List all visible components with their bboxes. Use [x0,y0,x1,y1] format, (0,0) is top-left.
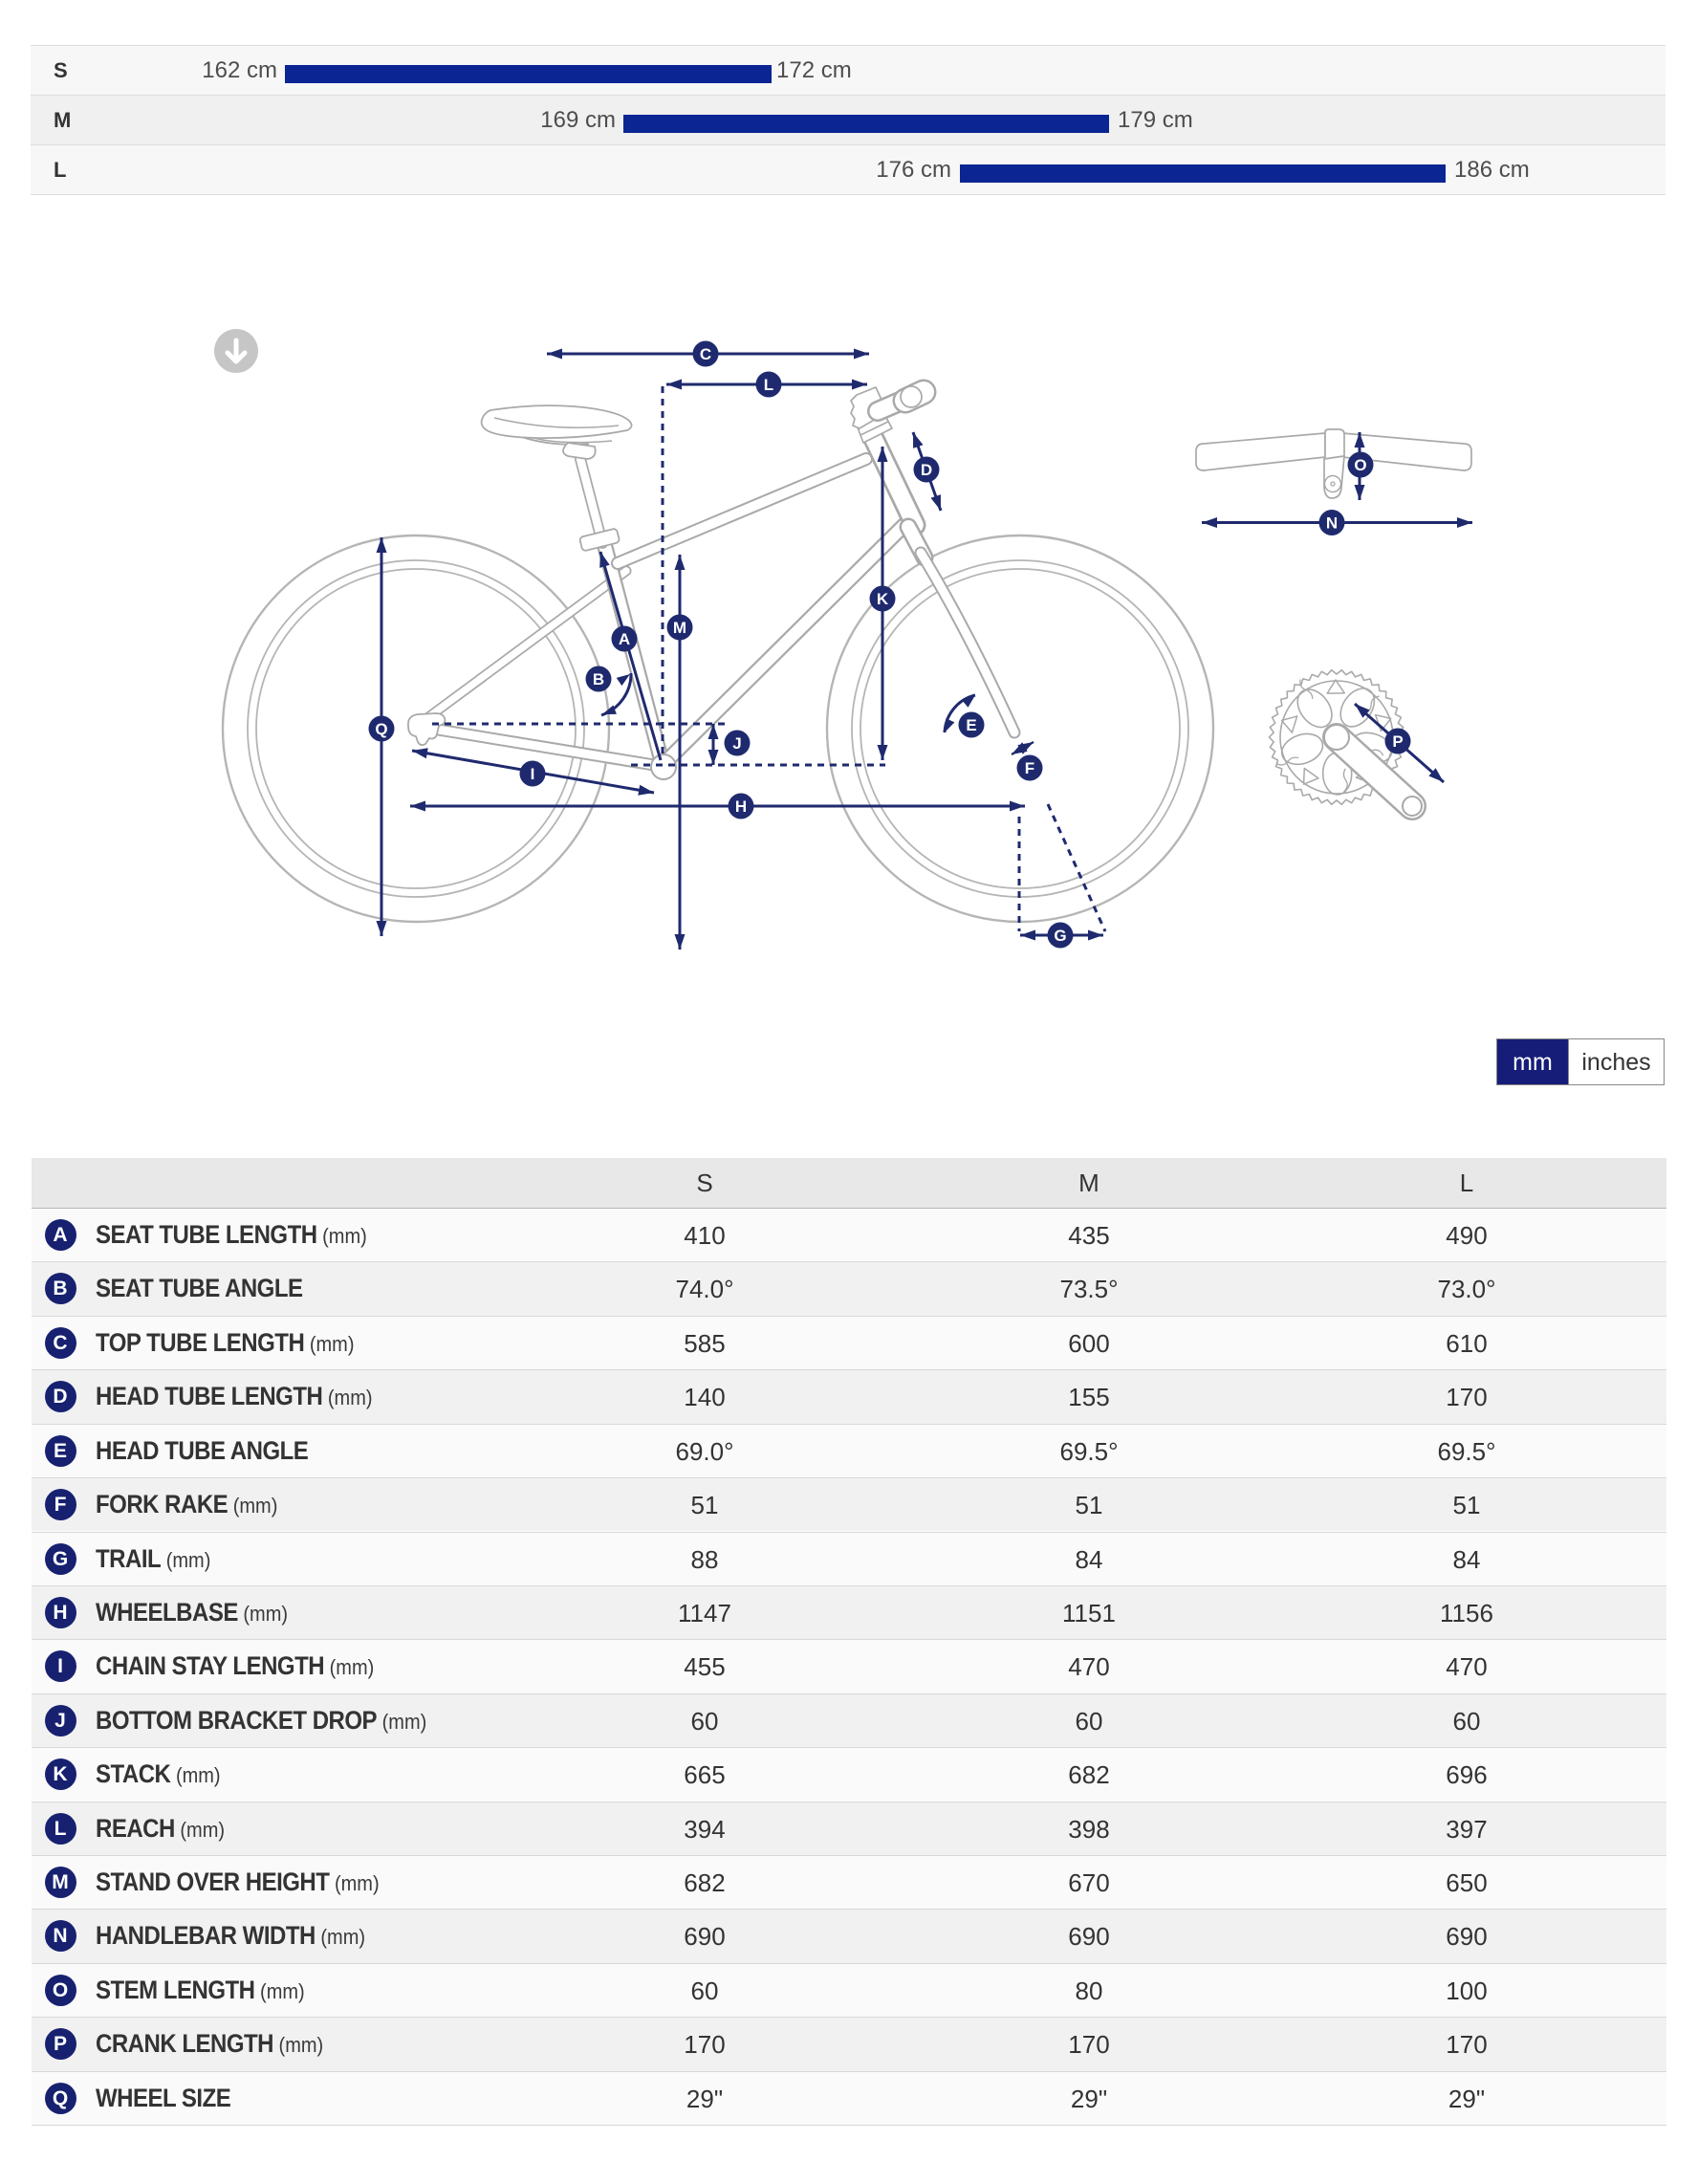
svg-text:J: J [732,734,741,753]
svg-text:A: A [619,630,630,648]
svg-text:D: D [921,461,932,479]
svg-text:G: G [1054,927,1066,945]
svg-text:L: L [764,376,773,394]
svg-text:O: O [1354,456,1366,474]
svg-text:P: P [1392,732,1403,751]
svg-text:I: I [531,765,535,783]
svg-text:H: H [735,797,747,816]
svg-text:F: F [1025,759,1034,777]
svg-text:C: C [700,345,711,363]
svg-text:N: N [1326,514,1338,533]
svg-text:M: M [673,619,686,637]
svg-text:Q: Q [375,720,387,738]
svg-text:K: K [877,590,889,608]
svg-text:E: E [966,716,976,734]
svg-text:B: B [593,670,604,688]
